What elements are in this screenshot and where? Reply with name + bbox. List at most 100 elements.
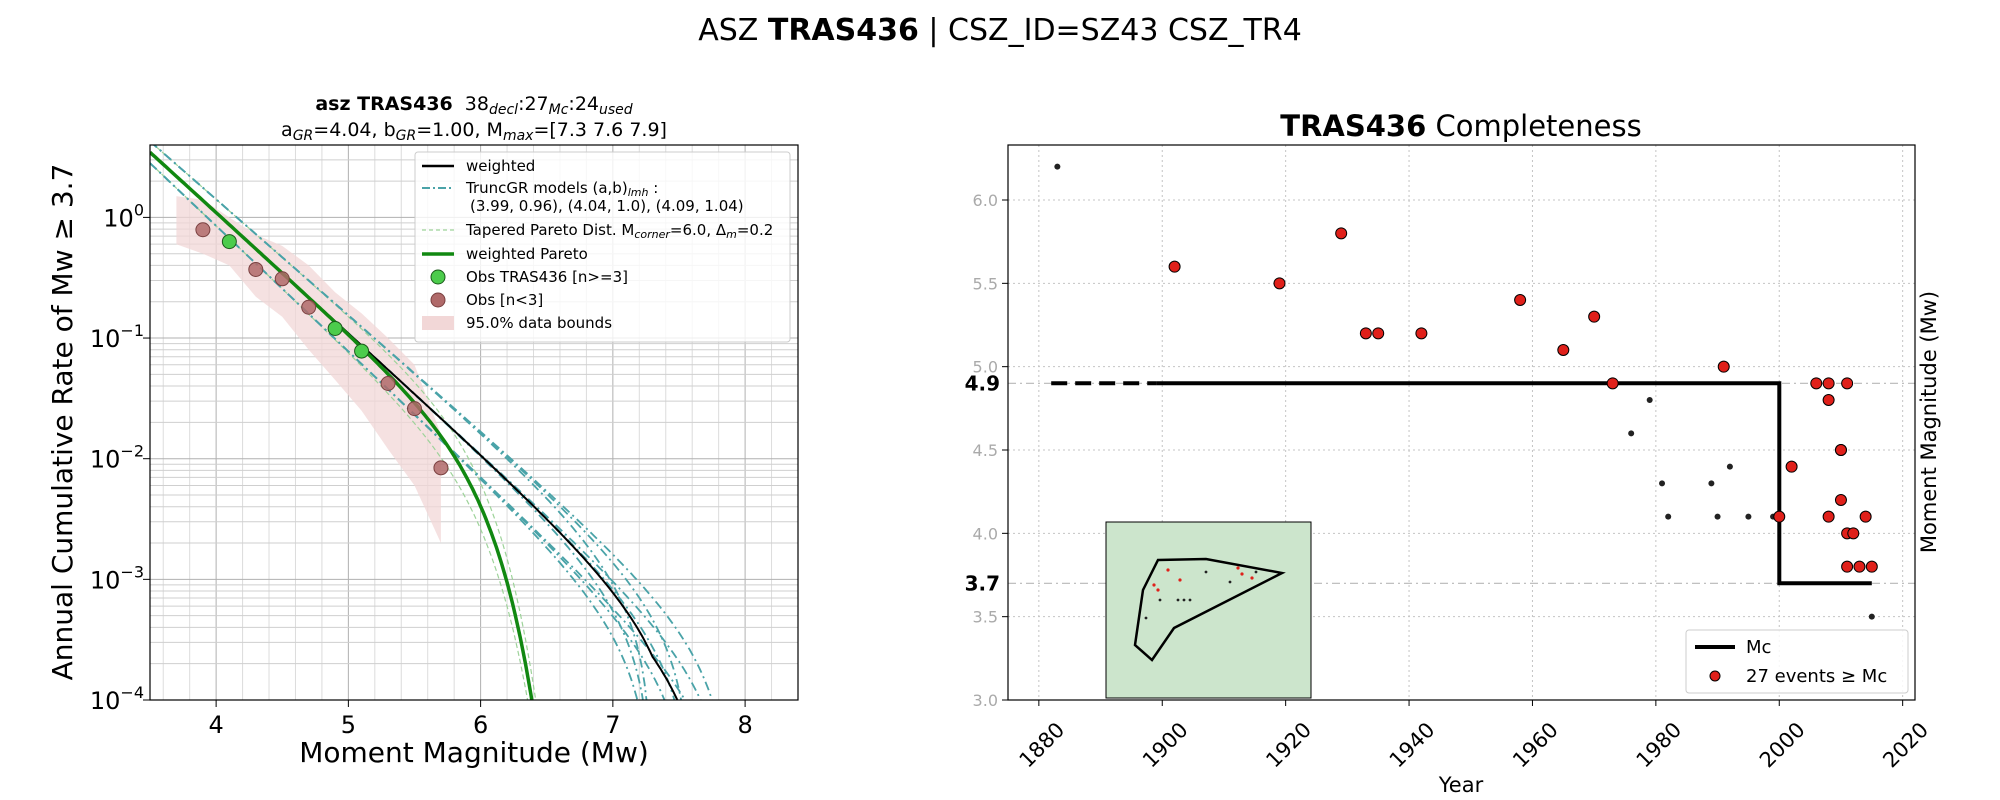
right-plot-frame: [1007, 144, 1916, 701]
obs-brown-point: [274, 271, 290, 287]
right-x-tick-label: 1900: [1138, 718, 1193, 773]
right-legend-box: [1685, 629, 1909, 694]
event-above-mc: [1557, 344, 1570, 356]
legend-key-obs-brown: [430, 292, 446, 308]
left-y-tick-label: 100: [103, 200, 144, 232]
right-legend: Mc 27 events ≥ Mc: [1685, 629, 1909, 694]
y-tick-base: 10: [90, 566, 121, 594]
inset-event: [1182, 598, 1186, 602]
figure-title-suffix: | CSZ_ID=SZ43 CSZ_TR4: [919, 13, 1302, 48]
left-x-tick-label: 7: [605, 711, 620, 739]
left-legend-box: [414, 151, 791, 343]
event-above-mc: [1273, 277, 1286, 290]
mc-step-solid: [1156, 381, 1872, 586]
inset-event: [1166, 568, 1170, 572]
inset-event: [1250, 576, 1254, 580]
right-x-tick-label: 1920: [1261, 718, 1316, 773]
mc-value-label: 4.9: [965, 371, 1000, 395]
left-x-tick-label: 4: [208, 711, 223, 739]
truncgr-model-curve: [150, 151, 644, 700]
right-y-tick-label: 5.0: [973, 358, 998, 377]
subtitle-a: a: [281, 119, 293, 141]
legend-text: 95.0% data bounds: [466, 314, 612, 332]
event-above-mc: [1335, 227, 1348, 240]
right-title-bold: TRAS436: [1280, 109, 1426, 143]
obs-brown-point: [406, 401, 422, 417]
event-below-mc: [1646, 397, 1653, 403]
figure-title-prefix: ASZ: [698, 13, 768, 48]
legend-label: Tapered Pareto Dist. Mcorner=6.0, Δm=0.2: [465, 221, 773, 241]
left-plot-frame: [149, 144, 799, 701]
right-x-ticks: 1880 1900 1920 1940 1960 1980 2000 2020: [1015, 700, 1933, 773]
y-tick-exponent: −4: [120, 683, 144, 702]
legend-text: (3.99, 0.96), (4.04, 1.0), (4.09, 1.04): [470, 197, 744, 215]
inset-event: [1156, 588, 1160, 592]
legend-sub: m: [726, 228, 737, 241]
event-above-mc: [1168, 260, 1181, 273]
right-y-tick-label: 6.0: [973, 191, 998, 210]
legend-text: Tapered Pareto Dist. M: [465, 221, 634, 239]
obs-brown-point: [380, 375, 396, 391]
subtitle-b: b: [384, 119, 396, 141]
event-above-mc: [1359, 327, 1372, 340]
legend-text: TruncGR models (a,b): [465, 179, 628, 197]
left-x-tick-label: 6: [473, 711, 488, 739]
event-above-mc: [1810, 377, 1823, 390]
left-y-tick-label: 10−1: [90, 321, 144, 353]
right-legend-label: 27 events ≥ Mc: [1746, 666, 1887, 687]
obs-brown-point: [301, 299, 317, 315]
legend-text: weighted Pareto: [466, 245, 588, 263]
right-title-rest: Completeness: [1426, 109, 1641, 143]
event-below-mc: [1868, 613, 1875, 620]
subtitle-a-sub: GR: [293, 128, 314, 144]
y-tick-exponent: 0: [134, 200, 144, 219]
inset-event: [1158, 598, 1162, 602]
legend-tail: =0.2: [737, 221, 773, 239]
inset-event: [1228, 580, 1232, 584]
y-tick-base: 10: [90, 446, 121, 474]
right-y-tick-label: 3.5: [973, 608, 998, 627]
event-above-mc: [1415, 327, 1428, 340]
left-x-tick-label: 5: [341, 711, 356, 739]
legend-sub: lmh: [628, 186, 649, 199]
legend-tail: =6.0, Δ: [670, 221, 727, 239]
y-tick-base: 10: [103, 204, 134, 232]
right-y-tick-label: 3.0: [973, 691, 998, 710]
event-above-mc: [1773, 510, 1786, 523]
subtitle-b-val: =1.00,: [416, 119, 486, 141]
legend-label: weighted Pareto: [466, 245, 588, 263]
zone-outline: [1133, 557, 1286, 662]
left-legend: weighted TruncGR models (a,b)lmh :(3.99, …: [414, 151, 791, 343]
event-above-mc: [1717, 360, 1730, 373]
inset-event: [1178, 578, 1182, 582]
left-observations: [195, 222, 449, 476]
y-tick-exponent: −3: [120, 562, 144, 581]
inset-event: [1236, 566, 1240, 570]
figure-title: ASZ TRAS436 | CSZ_ID=SZ43 CSZ_TR4: [698, 13, 1302, 48]
legend-label: (3.99, 0.96), (4.04, 1.0), (4.09, 1.04): [470, 197, 744, 215]
left-x-ticks: 4 5 6 7 8: [208, 700, 753, 739]
inset-event: [1204, 570, 1208, 574]
subtitle-m: M: [487, 119, 503, 141]
right-chart: TRAS436 Completeness 4.9 3.7 1880 1900 1920…: [965, 109, 1941, 797]
obs-green-point: [327, 320, 343, 336]
y-tick-base: 10: [90, 325, 121, 353]
event-above-mc: [1785, 460, 1798, 473]
event-below-mc: [1745, 513, 1752, 520]
event-above-mc: [1859, 510, 1872, 523]
legend-tail: :: [648, 179, 658, 197]
right-x-tick-label: 2000: [1755, 718, 1810, 773]
legend-label: weighted: [466, 157, 535, 175]
legend-text: Obs TRAS436 [n>=3]: [466, 268, 628, 286]
left-title-used-sub: used: [599, 102, 633, 118]
subtitle-m-sub: max: [503, 128, 534, 144]
right-y-tick-label: 4.5: [973, 441, 998, 460]
left-model-lines: [150, 145, 713, 700]
inset-event: [1254, 570, 1258, 574]
left-chart: asz TRAS436 38decl:27Mc:24used aGR=4.04, …: [46, 93, 799, 769]
left-x-tick-label: 8: [737, 711, 752, 739]
right-x-axis-label: Year: [1438, 773, 1484, 797]
right-x-tick-label: 1980: [1632, 718, 1687, 773]
